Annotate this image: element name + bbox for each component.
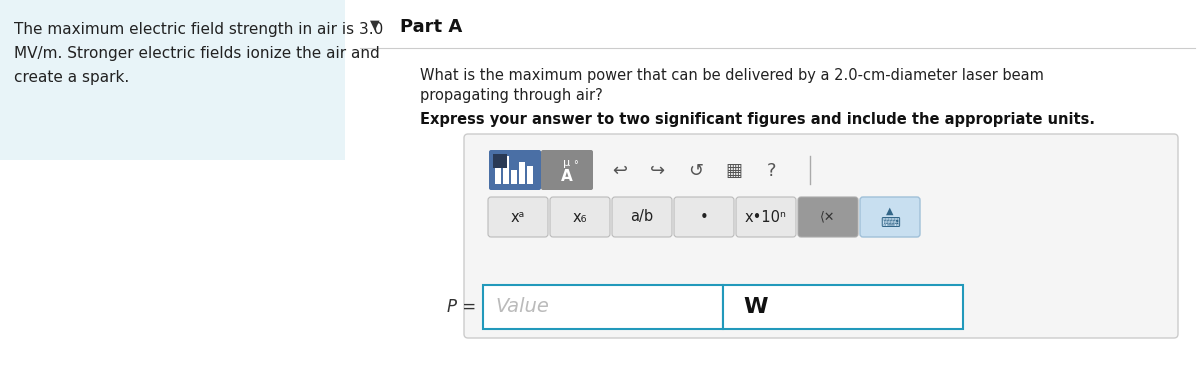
Bar bbox=[482, 285, 722, 329]
Text: °: ° bbox=[572, 160, 577, 170]
Text: ↩: ↩ bbox=[612, 162, 628, 180]
Text: Part A: Part A bbox=[400, 18, 462, 36]
Text: The maximum electric field strength in air is 3.0: The maximum electric field strength in a… bbox=[14, 22, 383, 37]
Text: A: A bbox=[562, 169, 572, 184]
FancyBboxPatch shape bbox=[798, 197, 858, 237]
Bar bbox=[511, 170, 517, 184]
FancyBboxPatch shape bbox=[464, 134, 1178, 338]
Bar bbox=[722, 285, 964, 329]
Text: a/b: a/b bbox=[630, 210, 654, 224]
Text: W: W bbox=[743, 297, 768, 317]
Text: ↺: ↺ bbox=[689, 162, 703, 180]
Bar bbox=[520, 162, 526, 184]
Bar bbox=[527, 166, 533, 184]
Bar bbox=[496, 164, 502, 184]
Text: x•10ⁿ: x•10ⁿ bbox=[745, 210, 787, 224]
FancyBboxPatch shape bbox=[674, 197, 734, 237]
Bar bbox=[0, 0, 346, 160]
Text: MV/m. Stronger electric fields ionize the air and: MV/m. Stronger electric fields ionize th… bbox=[14, 46, 379, 61]
Text: μ: μ bbox=[564, 158, 570, 168]
Text: Value: Value bbox=[496, 298, 548, 316]
Bar bbox=[493, 154, 508, 168]
Text: create a spark.: create a spark. bbox=[14, 70, 130, 85]
Text: ⟨✕: ⟨✕ bbox=[821, 210, 835, 224]
FancyBboxPatch shape bbox=[488, 197, 548, 237]
Text: ▼: ▼ bbox=[370, 18, 380, 31]
FancyBboxPatch shape bbox=[612, 197, 672, 237]
Text: Express your answer to two significant figures and include the appropriate units: Express your answer to two significant f… bbox=[420, 112, 1096, 127]
Bar bbox=[503, 156, 509, 184]
Text: ⌨: ⌨ bbox=[880, 216, 900, 230]
Text: P =: P = bbox=[446, 298, 476, 316]
Text: x₆: x₆ bbox=[572, 210, 587, 224]
Text: ▦: ▦ bbox=[726, 162, 743, 180]
Text: •: • bbox=[700, 210, 708, 224]
Text: ↪: ↪ bbox=[650, 162, 666, 180]
FancyBboxPatch shape bbox=[736, 197, 796, 237]
FancyBboxPatch shape bbox=[550, 197, 610, 237]
Text: ?: ? bbox=[767, 162, 776, 180]
Text: xᵃ: xᵃ bbox=[511, 210, 526, 224]
FancyBboxPatch shape bbox=[490, 150, 541, 190]
Text: What is the maximum power that can be delivered by a 2.0-cm-diameter laser beam: What is the maximum power that can be de… bbox=[420, 68, 1044, 83]
Text: propagating through air?: propagating through air? bbox=[420, 88, 602, 103]
FancyBboxPatch shape bbox=[541, 150, 593, 190]
Text: ▲: ▲ bbox=[887, 206, 894, 216]
FancyBboxPatch shape bbox=[860, 197, 920, 237]
